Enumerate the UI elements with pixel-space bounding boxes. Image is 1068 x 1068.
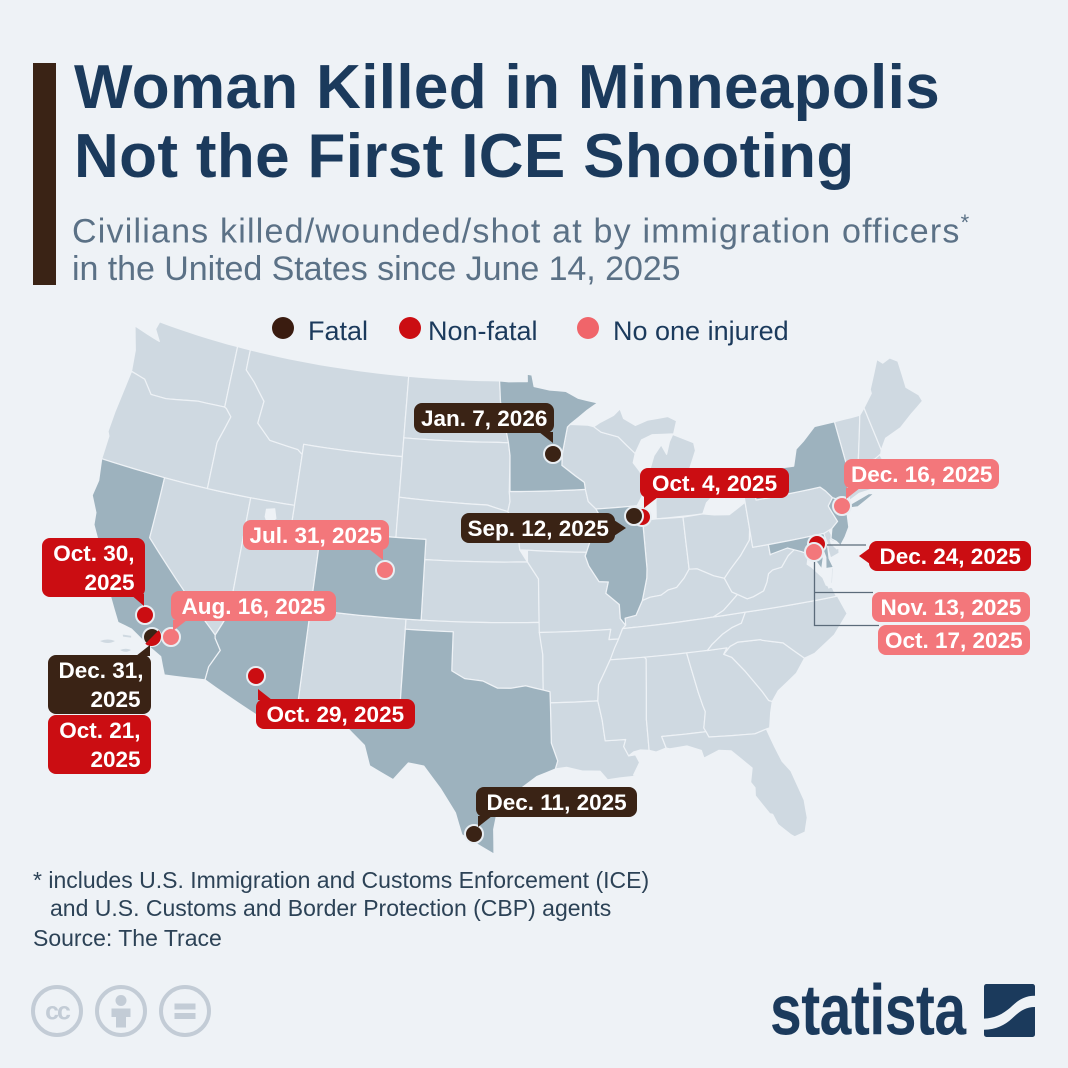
- svg-text:cc: cc: [45, 998, 71, 1026]
